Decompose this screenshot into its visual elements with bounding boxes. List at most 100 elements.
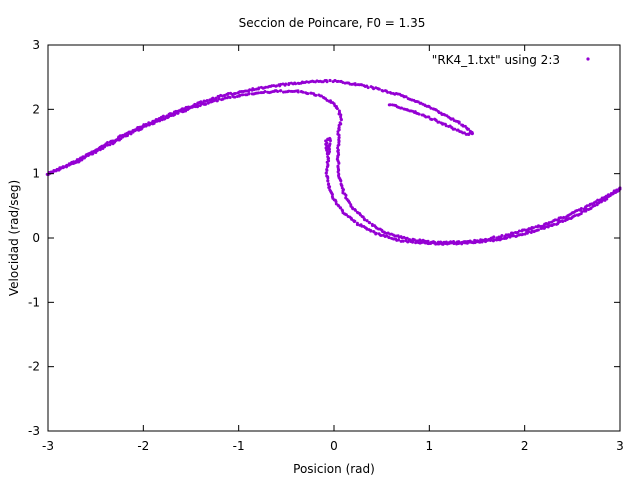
data-point	[387, 103, 391, 107]
data-point	[392, 237, 396, 241]
data-point	[339, 118, 343, 122]
data-point	[372, 87, 376, 91]
legend-marker	[586, 57, 590, 61]
data-point	[368, 221, 372, 225]
data-point	[241, 93, 245, 97]
data-point	[449, 241, 453, 245]
data-point	[287, 89, 291, 93]
data-point	[328, 150, 332, 154]
data-point	[287, 81, 291, 85]
data-point	[161, 114, 165, 118]
data-point	[508, 235, 512, 239]
data-point	[279, 89, 283, 93]
data-point	[386, 90, 390, 94]
x-tick-label: 0	[330, 439, 338, 453]
data-point	[365, 219, 369, 223]
data-point	[457, 241, 461, 245]
data-point	[196, 104, 200, 108]
data-point	[325, 147, 329, 151]
data-point	[486, 238, 490, 242]
data-point	[353, 208, 357, 212]
x-tick-label: 3	[616, 439, 624, 453]
data-point	[441, 242, 445, 246]
data-point	[226, 92, 230, 96]
data-point	[335, 107, 339, 111]
legend-entry-label: "RK4_1.txt" using 2:3	[432, 53, 560, 67]
y-tick-label: 0	[32, 231, 40, 245]
data-point	[325, 165, 329, 169]
data-point	[500, 233, 504, 237]
data-point	[114, 138, 118, 142]
data-point	[74, 160, 78, 164]
data-point	[433, 117, 437, 121]
data-point	[429, 117, 433, 121]
data-point	[301, 90, 305, 94]
data-point	[211, 96, 215, 100]
data-point	[580, 210, 584, 214]
data-point	[369, 229, 373, 233]
data-point	[306, 92, 310, 96]
data-point	[391, 103, 394, 107]
data-point	[149, 122, 153, 126]
segment-inner-fold	[335, 127, 622, 245]
data-point	[344, 193, 348, 197]
data-point	[377, 87, 381, 91]
data-point	[470, 131, 474, 135]
data-point	[214, 96, 218, 100]
data-point	[466, 127, 470, 131]
data-point	[401, 239, 405, 243]
data-point	[275, 84, 279, 88]
data-point	[500, 237, 504, 241]
data-point	[455, 128, 459, 132]
data-point	[573, 214, 577, 218]
data-point	[457, 121, 461, 125]
data-point	[536, 228, 540, 232]
data-point	[478, 240, 482, 244]
y-tick-label: 2	[32, 102, 40, 116]
data-point	[379, 234, 383, 238]
data-point	[421, 240, 425, 244]
x-tick-label: -2	[137, 439, 149, 453]
data-point	[355, 223, 359, 227]
data-point	[205, 98, 209, 102]
data-point	[372, 230, 376, 234]
segment-inner-arc	[46, 89, 343, 176]
segment-hook	[324, 136, 332, 156]
data-point	[402, 107, 406, 111]
data-point	[233, 91, 237, 95]
data-point	[452, 242, 456, 246]
data-point	[426, 115, 430, 119]
segment-tip-band	[387, 103, 474, 136]
data-point	[294, 82, 298, 86]
segment-outer-fold	[324, 142, 622, 246]
data-point	[65, 163, 69, 167]
data-point	[481, 239, 485, 243]
data-point	[505, 236, 509, 240]
data-point	[328, 142, 332, 146]
data-point	[611, 192, 615, 196]
data-point	[439, 121, 443, 125]
data-point	[199, 100, 203, 104]
data-point	[492, 238, 496, 242]
data-point	[327, 186, 331, 190]
data-point	[420, 113, 424, 117]
x-tick-label: -3	[42, 439, 54, 453]
data-point	[596, 198, 600, 202]
data-point	[91, 151, 95, 155]
data-point	[325, 168, 329, 172]
data-point	[233, 95, 237, 99]
chart-title: Seccion de Poincare, F0 = 1.35	[239, 16, 426, 30]
data-point	[336, 79, 340, 83]
data-point	[106, 143, 110, 147]
data-point	[579, 207, 583, 211]
data-point	[339, 206, 343, 210]
data-point	[96, 148, 100, 152]
data-point	[99, 147, 103, 151]
data-point	[77, 159, 81, 163]
data-point	[296, 90, 300, 94]
data-point	[328, 79, 332, 83]
data-point	[207, 101, 211, 105]
data-point	[284, 82, 288, 86]
data-point	[121, 135, 125, 139]
data-point	[279, 82, 283, 86]
